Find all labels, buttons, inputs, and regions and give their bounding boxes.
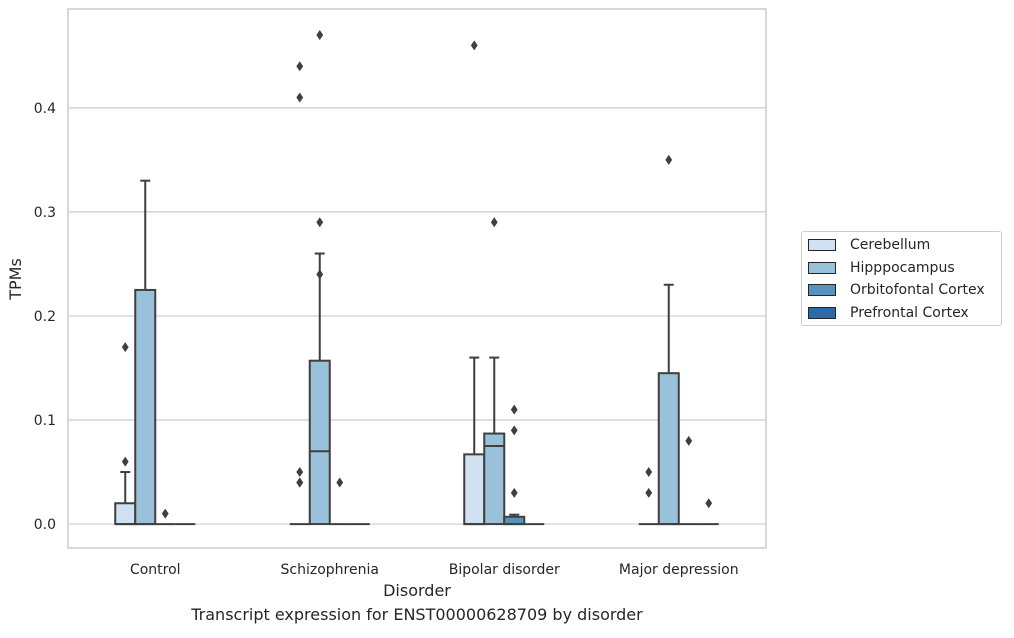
outlier-point bbox=[161, 508, 169, 519]
legend-item: Orbitofontal Cortex bbox=[808, 280, 985, 300]
outlier-point bbox=[510, 404, 518, 415]
box-1-1 bbox=[308, 30, 331, 526]
chart-caption: Transcript expression for ENST0000062870… bbox=[191, 605, 643, 624]
legend-label: Hipppocampus bbox=[850, 259, 955, 276]
outlier-point bbox=[296, 61, 304, 72]
plot-frame bbox=[67, 8, 767, 549]
outlier-point bbox=[645, 487, 653, 498]
y-tick-labels: 0.0 0.1 0.2 0.3 0.4 bbox=[34, 101, 56, 533]
outlier-point bbox=[705, 498, 713, 509]
x-axis-label: Disorder bbox=[383, 581, 451, 600]
outlier-point bbox=[685, 435, 693, 446]
y-axis-label: TPMs bbox=[6, 258, 25, 301]
legend-label: Orbitofontal Cortex bbox=[850, 282, 985, 298]
outlier-point bbox=[470, 40, 478, 51]
outlier-point bbox=[121, 342, 129, 353]
y-tick-label: 0.2 bbox=[34, 309, 56, 325]
outlier-point bbox=[645, 467, 653, 478]
legend-label: Prefrontal Cortex bbox=[850, 304, 969, 321]
y-tick-label: 0.4 bbox=[34, 101, 56, 117]
box-2-1 bbox=[483, 217, 506, 526]
legend-item: Prefrontal Cortex bbox=[808, 303, 969, 323]
box-rect bbox=[114, 502, 137, 526]
y-tick-label: 0.3 bbox=[34, 205, 56, 221]
legend-item: Hipppocampus bbox=[808, 258, 955, 278]
outlier-point bbox=[490, 217, 498, 228]
box-3-1 bbox=[657, 154, 680, 526]
legend-item: Cerebellum bbox=[808, 235, 930, 255]
box-3-0 bbox=[638, 467, 659, 526]
box-1-2 bbox=[329, 477, 350, 526]
y-tick-label: 0.1 bbox=[34, 413, 56, 429]
outlier-point bbox=[316, 30, 324, 41]
x-tick-label: Major depression bbox=[619, 562, 739, 578]
legend-swatch bbox=[808, 284, 836, 296]
y-tick-label: 0.0 bbox=[34, 517, 56, 533]
x-tick-label: Control bbox=[130, 562, 181, 578]
outlier-point bbox=[316, 217, 324, 228]
box-3-3 bbox=[698, 498, 719, 526]
x-tick-labels: Control Schizophrenia Bipolar disorder Majo… bbox=[130, 562, 739, 578]
box-1-0 bbox=[289, 61, 310, 526]
legend-swatch bbox=[808, 261, 836, 274]
box-layer bbox=[114, 30, 719, 526]
box-rect bbox=[134, 288, 157, 526]
outlier-point bbox=[510, 487, 518, 498]
legend-swatch bbox=[808, 306, 836, 319]
outlier-point bbox=[510, 425, 518, 436]
box-0-0 bbox=[114, 342, 137, 526]
outlier-point bbox=[296, 467, 304, 478]
x-tick-label: Bipolar disorder bbox=[449, 562, 560, 578]
box-0-2 bbox=[155, 508, 176, 526]
box-3-2 bbox=[678, 435, 699, 526]
box-rect bbox=[463, 453, 486, 526]
x-tick-label: Schizophrenia bbox=[281, 562, 379, 578]
outlier-point bbox=[316, 269, 324, 280]
box-2-2 bbox=[503, 404, 526, 526]
outlier-point bbox=[296, 477, 304, 488]
legend-label: Cerebellum bbox=[850, 237, 931, 253]
outlier-point bbox=[296, 92, 304, 103]
box-rect bbox=[483, 432, 506, 526]
box-0-1 bbox=[134, 179, 157, 526]
box-rect bbox=[503, 515, 526, 526]
box-rect bbox=[657, 372, 680, 526]
outlier-point bbox=[336, 477, 344, 488]
outlier-point bbox=[665, 154, 673, 165]
outlier-point bbox=[121, 456, 129, 467]
legend: Cerebellum Hipppocampus Orbitofontal Corte… bbox=[801, 231, 1002, 326]
legend-swatch bbox=[808, 239, 836, 251]
box-rect bbox=[308, 359, 331, 526]
